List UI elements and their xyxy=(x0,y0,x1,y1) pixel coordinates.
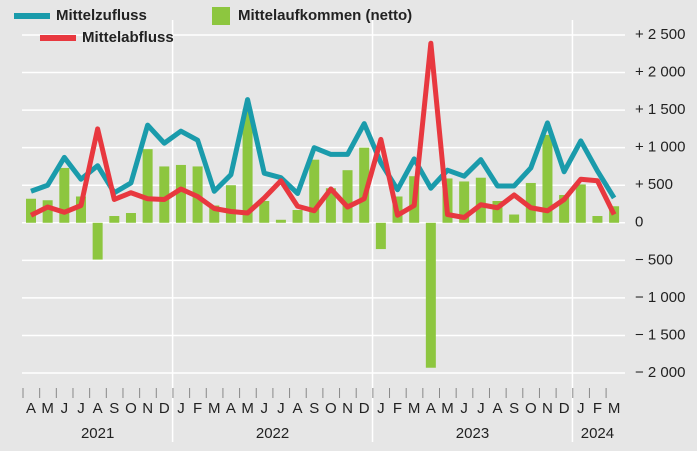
x-tick-label: D xyxy=(359,400,370,417)
line xyxy=(30,97,617,200)
legend-swatch xyxy=(212,7,230,25)
bar xyxy=(142,149,153,223)
x-tick-label: D xyxy=(159,400,170,417)
bar xyxy=(375,222,386,250)
bar xyxy=(559,194,570,223)
bar xyxy=(59,167,70,223)
line xyxy=(29,40,617,221)
bar xyxy=(325,188,336,223)
bar xyxy=(275,219,286,223)
x-tick-label: M xyxy=(408,400,421,417)
y-tick-label: + 2 500 xyxy=(635,26,685,43)
x-tick-label: A xyxy=(492,400,502,417)
bar xyxy=(509,214,520,223)
x-tick-label: J xyxy=(277,400,285,417)
bar xyxy=(292,210,303,223)
bar xyxy=(75,196,86,223)
bar xyxy=(175,164,186,223)
x-tick-label: A xyxy=(293,400,303,417)
x-tick-label: S xyxy=(509,400,519,417)
bar xyxy=(475,177,486,223)
bar xyxy=(592,216,603,223)
year-label: 2024 xyxy=(581,425,614,442)
bar xyxy=(309,159,320,223)
x-tick-label: J xyxy=(177,400,185,417)
bar xyxy=(159,166,170,223)
x-tick-label: F xyxy=(193,400,202,417)
y-tick-label: + 1 000 xyxy=(635,139,685,156)
x-tick-label: J xyxy=(61,400,69,417)
bar xyxy=(109,216,120,223)
bar xyxy=(425,222,436,368)
x-tick-label: J xyxy=(377,400,385,417)
bar xyxy=(259,200,270,223)
x-tick-label: M xyxy=(608,400,621,417)
x-tick-label: F xyxy=(393,400,402,417)
x-tick-label: J xyxy=(460,400,468,417)
year-label: 2023 xyxy=(456,425,489,442)
x-tick-label: J xyxy=(77,400,85,417)
bar xyxy=(242,109,253,223)
x-tick-label: D xyxy=(559,400,570,417)
y-tick-label: + 500 xyxy=(635,176,673,193)
bar xyxy=(225,185,236,223)
bar xyxy=(359,147,370,223)
x-tick-label: S xyxy=(309,400,319,417)
x-tick-label: J xyxy=(577,400,585,417)
x-tick-label: N xyxy=(342,400,353,417)
bar xyxy=(459,181,470,223)
y-tick-label: + 1 500 xyxy=(635,101,685,118)
x-tick-label: F xyxy=(593,400,602,417)
bar xyxy=(342,170,353,223)
bar xyxy=(42,200,53,223)
x-tick-label: O xyxy=(525,400,537,417)
year-label: 2021 xyxy=(81,425,114,442)
y-tick-label: − 1 500 xyxy=(635,326,685,343)
y-tick-label: − 2 000 xyxy=(635,364,685,381)
x-tick-label: A xyxy=(426,400,436,417)
x-tick-label: M xyxy=(41,400,54,417)
x-tick-label: M xyxy=(241,400,254,417)
x-tick-label: J xyxy=(260,400,268,417)
bar xyxy=(26,198,36,223)
x-tick-label: O xyxy=(125,400,137,417)
x-tick-label: A xyxy=(26,400,36,417)
legend-label: Mittelzufluss xyxy=(56,7,147,24)
y-tick-label: 0 xyxy=(635,214,643,231)
x-tick-label: N xyxy=(542,400,553,417)
bar xyxy=(92,222,103,260)
y-tick-label: − 500 xyxy=(635,251,673,268)
legend-label: Mittelabfluss xyxy=(82,29,174,46)
year-label: 2022 xyxy=(256,425,289,442)
bar xyxy=(542,134,553,223)
x-tick-label: S xyxy=(109,400,119,417)
bar xyxy=(125,213,136,223)
x-tick-label: J xyxy=(477,400,485,417)
x-tick-label: N xyxy=(142,400,153,417)
y-tick-label: + 2 000 xyxy=(635,64,685,81)
x-tick-label: M xyxy=(441,400,454,417)
x-tick-label: M xyxy=(208,400,221,417)
bar xyxy=(492,200,503,223)
bar xyxy=(525,182,536,223)
x-tick-label: A xyxy=(93,400,103,417)
bar xyxy=(575,184,586,223)
bar xyxy=(209,205,220,223)
x-tick-label: A xyxy=(226,400,236,417)
legend-label: Mittelaufkommen (netto) xyxy=(238,7,412,24)
x-tick-label: O xyxy=(325,400,337,417)
y-tick-label: − 1 000 xyxy=(635,289,685,306)
